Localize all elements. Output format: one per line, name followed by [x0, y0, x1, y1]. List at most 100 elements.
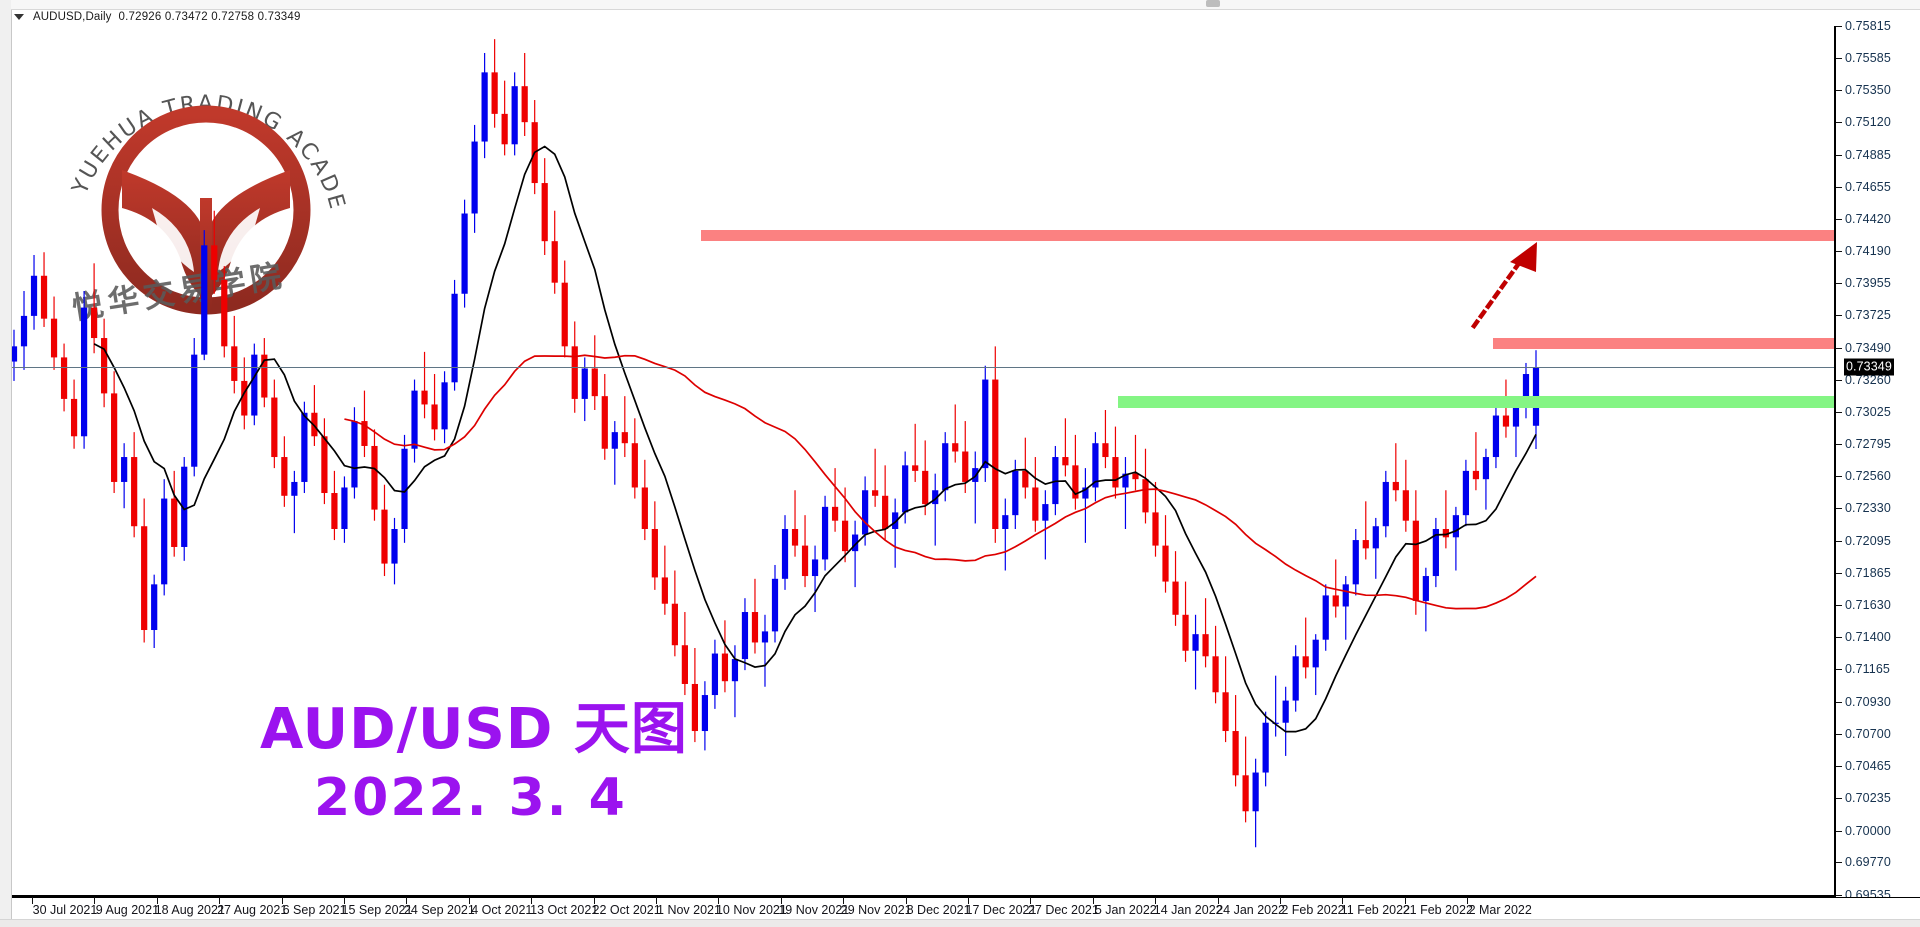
time-axis-tick — [718, 897, 720, 904]
breakout-arrow-head — [1510, 242, 1537, 272]
price-axis-tick — [1836, 508, 1842, 510]
price-axis-tick — [1836, 122, 1842, 124]
time-axis-tick — [219, 897, 221, 904]
price-axis[interactable]: 0.75815 0.75585 0.75350 0.75120 0.74885 0.746… — [1836, 19, 1920, 902]
time-axis-label: 6 Sep 2021 — [282, 903, 347, 917]
time-axis-tick — [1342, 897, 1344, 904]
price-axis-tick — [1836, 669, 1842, 671]
time-axis-tick — [1155, 897, 1157, 904]
time-axis-baseline — [12, 897, 1920, 898]
time-axis-label: 15 Sep 2021 — [341, 903, 413, 917]
price-axis-label: 0.75350 — [1845, 83, 1891, 98]
current-price-line[interactable] — [12, 366, 1834, 368]
time-axis-label: 27 Aug 2021 — [217, 903, 288, 917]
price-axis-tick — [1836, 57, 1842, 59]
time-axis-label: 27 Dec 2021 — [1027, 903, 1099, 917]
time-axis-tick — [1092, 897, 1094, 904]
price-axis-label: 0.73955 — [1845, 276, 1891, 291]
time-axis-tick — [656, 897, 657, 904]
price-axis-label: 0.71630 — [1845, 598, 1891, 613]
time-axis-tick — [281, 897, 283, 904]
horizontal-scroll-thumb[interactable] — [1206, 0, 1220, 7]
symbol-label: AUDUSD,Daily — [33, 11, 112, 23]
price-axis-label: 0.70700 — [1845, 726, 1891, 741]
time-axis-label: 2 Mar 2022 — [1468, 903, 1532, 917]
arrow-annotation-layer — [1470, 242, 1537, 330]
price-axis-tick — [1836, 636, 1842, 638]
price-axis-label: 0.72095 — [1845, 533, 1891, 548]
time-axis-label: 30 Jul 2021 — [32, 903, 98, 917]
time-axis-label: 1 Nov 2021 — [657, 903, 721, 917]
time-axis-label: 21 Feb 2022 — [1402, 903, 1473, 917]
breakout-arrow-shaft — [1470, 255, 1526, 330]
caption-date-label: 2022. 3. 4 — [314, 768, 627, 828]
price-axis-label: 0.74420 — [1845, 212, 1891, 227]
time-axis-label: 24 Sep 2021 — [403, 903, 475, 917]
price-axis-tick — [1836, 540, 1842, 542]
price-axis-tick — [1836, 443, 1842, 445]
time-axis-tick — [32, 897, 33, 904]
chart-plot-area[interactable]: YUEHUA TRADING ACADEMY 悦华交易学院 AUD/USD 天图… — [12, 26, 1836, 897]
chart-header: AUDUSD,Daily 0.72926 0.73472 0.72758 0.7… — [14, 9, 301, 25]
time-axis-label: 11 Feb 2022 — [1340, 903, 1411, 917]
price-axis-tick — [1836, 605, 1842, 607]
price-axis-tick — [1836, 476, 1842, 478]
price-axis-tick — [1836, 701, 1842, 703]
price-levels-layer — [12, 26, 1834, 895]
yuehua-logo-icon: YUEHUA TRADING ACADEMY — [56, 48, 347, 315]
price-axis-label: 0.70235 — [1845, 791, 1891, 806]
time-axis-tick — [406, 897, 408, 904]
price-axis-label: 0.75815 — [1845, 19, 1891, 33]
time-axis-tick — [968, 897, 969, 904]
price-axis-tick — [1836, 798, 1842, 800]
time-axis-label: 19 Nov 2021 — [778, 903, 850, 917]
support-band-green[interactable] — [1117, 395, 1834, 408]
price-axis-tick — [1836, 572, 1842, 574]
caption-pair-label: AUD/USD 天图 — [260, 697, 688, 762]
time-axis-tick — [1404, 897, 1406, 904]
resistance-band-lower[interactable] — [1493, 338, 1834, 350]
dropdown-caret-icon[interactable] — [14, 14, 24, 20]
price-axis-tick — [1836, 283, 1842, 285]
price-axis-tick — [1836, 26, 1842, 27]
price-axis-label: 0.75120 — [1845, 115, 1891, 130]
price-axis-tick — [1836, 186, 1842, 188]
time-axis-tick — [468, 897, 470, 904]
time-axis-label: 29 Nov 2021 — [840, 903, 912, 917]
time-axis-label: 9 Aug 2021 — [95, 903, 160, 917]
price-axis-label: 0.73725 — [1845, 308, 1891, 323]
price-axis-label: 0.74655 — [1845, 179, 1891, 194]
price-axis-label: 0.74885 — [1845, 147, 1891, 162]
window-top-strip — [11, 0, 1920, 10]
price-axis-tick — [1836, 862, 1842, 864]
price-axis-label: 0.73025 — [1845, 405, 1891, 420]
time-axis-tick — [344, 897, 345, 904]
time-axis-tick — [94, 897, 96, 904]
time-axis-label: 17 Dec 2021 — [965, 903, 1037, 917]
price-axis-label: 0.75585 — [1845, 50, 1891, 65]
time-axis-tick — [780, 897, 782, 904]
time-axis-tick — [843, 897, 845, 904]
price-axis-tick — [1836, 347, 1842, 349]
moving-average-fast — [93, 145, 1537, 733]
price-axis-tick — [1836, 379, 1842, 381]
time-axis-tick — [905, 897, 907, 904]
price-axis-label: 0.71400 — [1845, 629, 1891, 644]
time-axis-label: 4 Oct 2021 — [471, 903, 533, 917]
time-axis-label: 13 Oct 2021 — [530, 903, 599, 917]
time-axis-tick — [531, 897, 533, 904]
price-axis-tick — [1836, 766, 1842, 768]
price-axis-tick — [1836, 315, 1842, 317]
price-axis-label: 0.73260 — [1845, 372, 1891, 387]
time-axis-tick — [1030, 897, 1032, 904]
resistance-band-upper[interactable] — [700, 230, 1834, 242]
time-axis-tick — [1217, 897, 1219, 904]
time-axis-tick — [593, 897, 595, 904]
time-axis-label: 2 Feb 2022 — [1281, 903, 1345, 917]
price-axis-tick — [1836, 830, 1842, 832]
price-axis-label: 0.72560 — [1845, 469, 1891, 484]
price-axis-label: 0.71865 — [1845, 565, 1891, 580]
moving-average-slow — [344, 354, 1537, 610]
price-axis-label: 0.70465 — [1845, 759, 1891, 774]
price-axis-label: 0.74190 — [1845, 243, 1891, 258]
